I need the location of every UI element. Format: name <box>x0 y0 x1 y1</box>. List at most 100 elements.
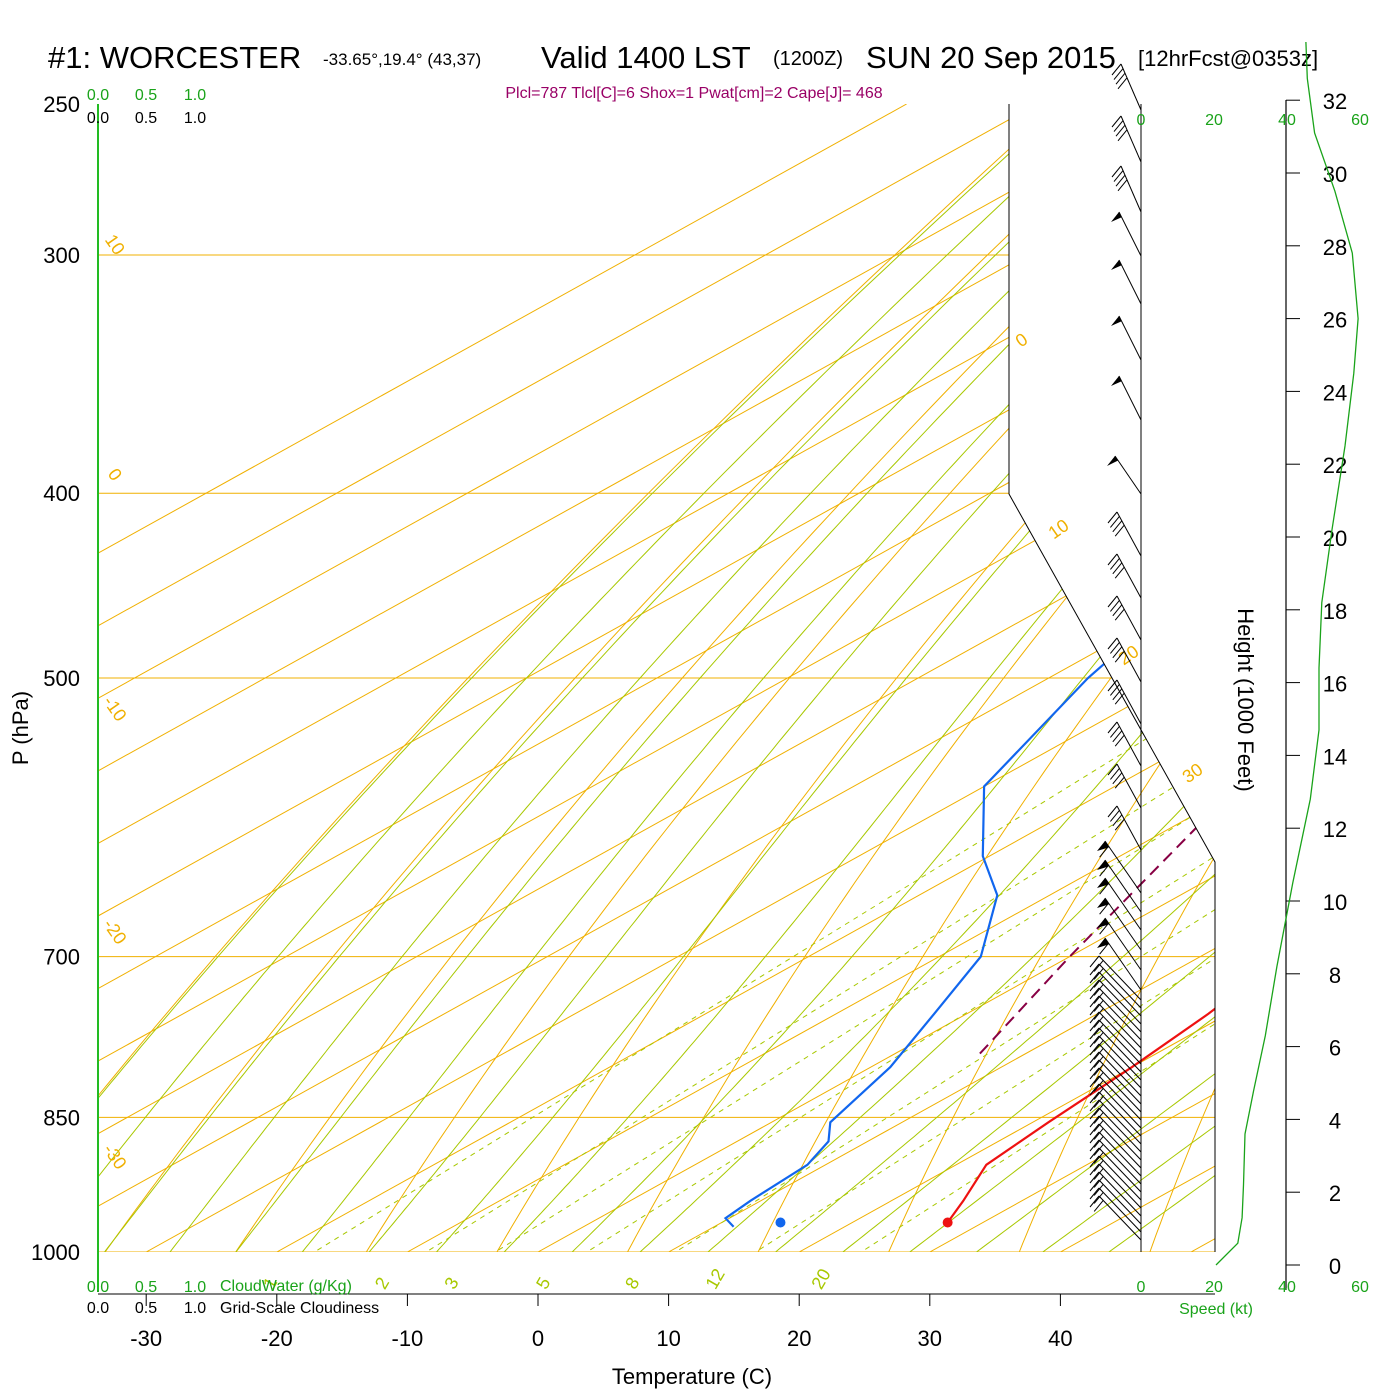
wind-barb-feather <box>1099 864 1109 877</box>
speed-label: Speed (kt) <box>1179 1301 1253 1318</box>
wind-barbs <box>1089 63 1142 1252</box>
dry-adiabat <box>340 104 1215 1252</box>
wind-barb-staff <box>1098 1131 1142 1177</box>
wind-barb-feather <box>1114 692 1125 705</box>
wind-barb-staff <box>1098 1067 1142 1113</box>
wind-barb <box>1089 955 1142 1001</box>
wind-barb-feather <box>1089 1011 1100 1024</box>
wind-barb-feather <box>1113 120 1124 132</box>
wind-barb-feather <box>1099 942 1109 955</box>
forecast-info: [12hrFcst@0353z] <box>1138 46 1318 71</box>
wind-barb <box>1089 987 1142 1033</box>
wind-barb-feather <box>1089 1115 1100 1128</box>
wind-barb-feather <box>1093 992 1104 1004</box>
top-scale-green-label: 1.0 <box>184 87 206 104</box>
wind-barb-staff <box>1118 315 1142 361</box>
height-tick-label: 28 <box>1323 235 1347 260</box>
wind-barb-staff <box>1098 1115 1142 1161</box>
mixing-ratio-line <box>547 492 1215 1252</box>
height-tick-label: 24 <box>1323 380 1347 405</box>
height-tick-label: 6 <box>1329 1036 1341 1061</box>
wind-barb-feather <box>1111 115 1122 128</box>
wind-barb-feather <box>1089 1147 1100 1160</box>
wind-barb-staff <box>1098 1091 1142 1137</box>
wind-barb-feather <box>1114 776 1125 789</box>
wind-barb-staff <box>1104 840 1142 894</box>
wind-barb <box>1089 1011 1142 1057</box>
wind-barb <box>1111 315 1142 361</box>
wind-barb-feather <box>1093 1112 1104 1124</box>
wind-barb-flag <box>1097 918 1110 928</box>
wind-barb-feather <box>1093 1200 1104 1212</box>
moist-adiabat <box>530 104 1215 1252</box>
wind-barb <box>1107 511 1142 557</box>
speed-tick-top: 60 <box>1351 112 1369 129</box>
wind-barb-staff <box>1120 165 1142 213</box>
wind-barb-feather <box>1112 646 1123 659</box>
height-tick-label: 32 <box>1323 89 1347 114</box>
x-tick-label: 20 <box>787 1326 811 1351</box>
plot-right-edge <box>1008 104 1216 1252</box>
sounding-traces <box>723 119 1215 1228</box>
wind-barb-feather <box>1117 129 1128 142</box>
wind-barb-feather <box>1110 768 1120 780</box>
wind-barb-staff <box>1098 1163 1142 1209</box>
height-tick-label: 12 <box>1323 817 1347 842</box>
wind-barb <box>1089 1027 1142 1073</box>
pressure-tick-label: 850 <box>43 1105 80 1130</box>
dry-adiabat <box>98 104 1097 1252</box>
x-axis-label: Temperature (C) <box>612 1364 772 1389</box>
wind-barb-feather <box>1093 1040 1104 1052</box>
wind-barb-feather <box>1093 1000 1104 1012</box>
wind-barb-flag <box>1097 841 1110 851</box>
pressure-tick-label: 700 <box>43 945 80 970</box>
wind-barb-staff <box>1098 1179 1142 1225</box>
dry-adiabat <box>208 104 1215 1252</box>
wind-barb-feather <box>1114 734 1125 747</box>
wind-barb-feather <box>1114 608 1125 621</box>
wind-barb-feather <box>1114 524 1125 537</box>
wind-barb-feather <box>1093 1136 1104 1148</box>
speed-tick-bottom: 40 <box>1278 1279 1296 1296</box>
wind-barb <box>1089 1147 1142 1193</box>
wind-barb-feather <box>1089 1131 1100 1144</box>
series-temperature <box>946 119 1215 1224</box>
pressure-tick-label: 1000 <box>31 1240 80 1265</box>
indices-line: Plcl=787 Tlcl[C]=6 Shox=1 Pwat[cm]=2 Cap… <box>505 85 882 102</box>
wind-barb-feather <box>1112 814 1123 827</box>
wind-barb-feather <box>1110 684 1120 696</box>
wind-barb-feather <box>1093 1128 1104 1140</box>
wind-barb <box>1089 1075 1142 1121</box>
y-axis-label: P (hPa) <box>8 691 33 765</box>
pressure-tick-label: 500 <box>43 666 80 691</box>
dry-adiabat <box>605 104 1215 1252</box>
wind-barb-staff <box>1116 553 1142 599</box>
wind-barb-feather <box>1107 637 1118 650</box>
top-scale-black-label: 1.0 <box>184 110 206 127</box>
wind-barb-feather <box>1099 922 1109 935</box>
wind-barb-flag <box>1097 898 1110 908</box>
bottom-scale-green-label: 0.5 <box>135 1279 157 1296</box>
wind-barb-staff <box>1116 637 1142 683</box>
top-scale-green-label: 0.0 <box>87 87 109 104</box>
wind-barb-feather <box>1114 650 1125 663</box>
moist-adiabat <box>138 104 1215 1252</box>
moist-adiabat <box>922 104 1215 1252</box>
mixing-ratio-label: 12 <box>702 1265 729 1292</box>
wind-barb <box>1111 375 1142 421</box>
speed-tick-top: 40 <box>1278 112 1296 129</box>
wind-barb <box>1107 805 1142 851</box>
isotherm-label: -30 <box>99 1140 130 1173</box>
wind-barb-feather <box>1093 1056 1104 1068</box>
x-tick-label: 40 <box>1048 1326 1072 1351</box>
isotherm-label: -20 <box>99 915 130 948</box>
isotherm-label: 10 <box>101 231 129 259</box>
height-panel: 0246810121416182022242628303200202040406… <box>1137 41 1369 1296</box>
wind-barb-staff <box>1098 1003 1142 1049</box>
wind-barb-feather <box>1110 726 1120 738</box>
wind-barb-feather <box>1089 1155 1100 1168</box>
wind-barb-staff <box>1098 1043 1142 1089</box>
wind-barb-staff <box>1116 511 1142 557</box>
wind-barb-feather <box>1117 179 1128 192</box>
